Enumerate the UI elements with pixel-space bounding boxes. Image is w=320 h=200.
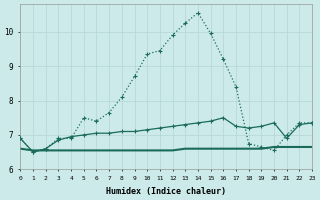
X-axis label: Humidex (Indice chaleur): Humidex (Indice chaleur) <box>106 187 226 196</box>
